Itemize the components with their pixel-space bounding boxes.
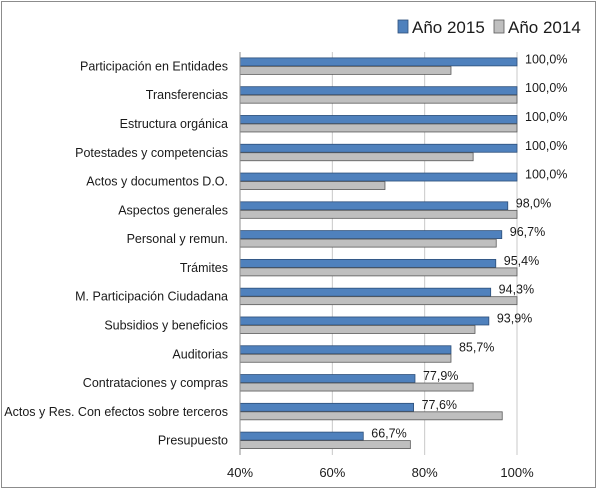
data-label: 85,7% — [459, 340, 494, 354]
category-label: Actos y documentos D.O. — [86, 175, 228, 189]
category-label: Actos y Res. Con efectos sobre terceros — [4, 405, 228, 419]
bar-2014 — [239, 152, 474, 162]
x-tick-label: 40% — [227, 465, 253, 480]
bar-2015 — [239, 345, 452, 355]
x-tick-label: 60% — [319, 465, 345, 480]
data-label: 66,7% — [371, 427, 406, 441]
data-label: 95,4% — [504, 254, 539, 268]
category-label: Aspectos generales — [118, 203, 228, 217]
bar-2014 — [239, 296, 518, 306]
bar-2015 — [239, 258, 497, 268]
category-label: M. Participación Ciudadana — [75, 290, 228, 304]
bar-2015 — [239, 374, 416, 383]
data-label: 100,0% — [525, 81, 567, 95]
category-label: Potestades y competencias — [75, 146, 228, 160]
bar-2014 — [239, 353, 452, 363]
bar-2015 — [239, 86, 518, 96]
bar-2014 — [239, 325, 476, 334]
data-label: 96,7% — [510, 225, 545, 239]
x-tick-label: 100% — [500, 465, 534, 480]
bar-2014 — [239, 123, 518, 133]
legend: Año 2015 Año 2014 — [397, 18, 581, 37]
bar-2014 — [239, 411, 503, 421]
bar-2015 — [239, 402, 414, 412]
legend-label-2015: Año 2015 — [412, 18, 485, 37]
bar-2014 — [239, 238, 497, 248]
bar-2015 — [239, 115, 518, 124]
bar-2015 — [239, 172, 518, 182]
legend-label-2014: Año 2014 — [508, 18, 581, 37]
bar-2015 — [239, 57, 518, 67]
data-label: 98,0% — [516, 196, 551, 210]
data-label: 93,9% — [497, 311, 532, 325]
data-label: 100,0% — [525, 168, 567, 182]
data-label: 100,0% — [525, 110, 567, 124]
category-label: Participación en Entidades — [80, 59, 228, 73]
data-label: 100,0% — [525, 52, 567, 66]
category-label: Subsidios y beneficios — [104, 318, 228, 332]
bar-2014 — [239, 267, 518, 277]
bar-2014 — [239, 440, 411, 450]
legend-swatch-2014 — [493, 19, 505, 34]
category-label: Contrataciones y compras — [83, 376, 228, 390]
bar-2014 — [239, 209, 518, 219]
data-label: 94,3% — [499, 283, 534, 297]
x-tick-label: 80% — [412, 465, 438, 480]
category-label: Estructura orgánica — [120, 117, 228, 131]
category-label: Presupuesto — [158, 434, 228, 448]
bar-2014 — [239, 65, 452, 75]
data-label: 100,0% — [525, 139, 567, 153]
bar-2015 — [239, 316, 490, 326]
category-label: Auditorias — [172, 347, 228, 361]
bar-2014 — [239, 94, 518, 104]
data-label: 77,9% — [423, 369, 458, 383]
bar-2015 — [239, 431, 364, 441]
legend-swatch-2015 — [397, 19, 409, 34]
bar-2015 — [239, 201, 509, 211]
category-label: Trámites — [180, 261, 228, 275]
category-label: Personal y remun. — [127, 232, 228, 246]
bar-2014 — [239, 181, 386, 190]
bar-2015 — [239, 230, 503, 240]
bar-2014 — [239, 382, 474, 392]
data-label: 77,6% — [422, 398, 457, 412]
category-label: Transferencias — [146, 88, 228, 102]
bar-2015 — [239, 287, 492, 297]
bar-2015 — [239, 143, 518, 153]
